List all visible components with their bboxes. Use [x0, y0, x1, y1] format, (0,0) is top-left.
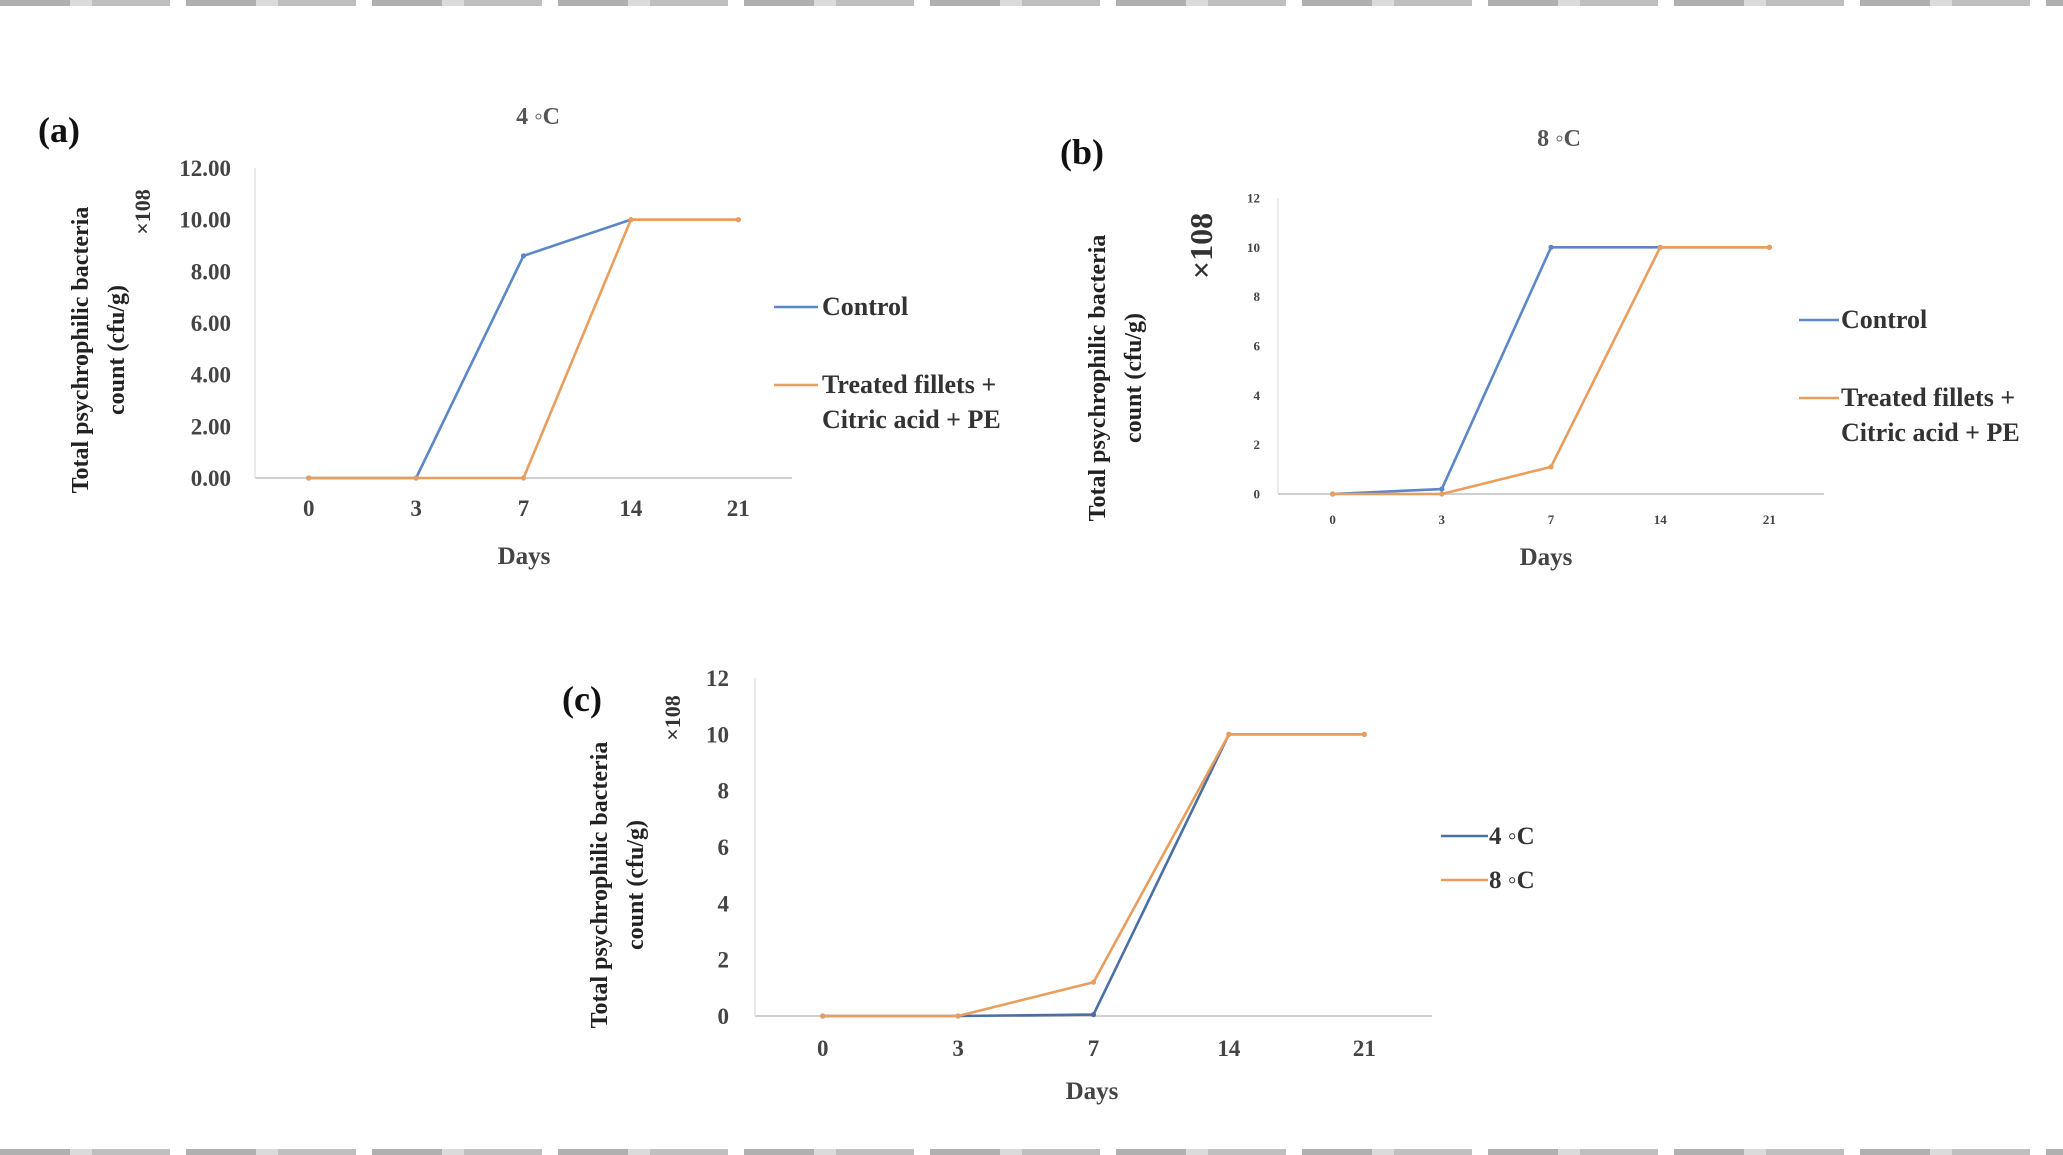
data-point [1439, 491, 1445, 497]
data-point [735, 217, 741, 223]
x-tick-label: 14 [619, 496, 643, 521]
y-tick-label: 10.00 [179, 208, 231, 233]
x-tick-label: 3 [952, 1036, 964, 1061]
data-point [413, 475, 419, 481]
data-point [820, 1013, 826, 1019]
x-tick-label: 14 [1654, 512, 1668, 527]
legend-label: Citric acid + PE [822, 405, 1001, 434]
data-point [1766, 244, 1772, 250]
chart-panel: (c) Total psychrophilic bacteria count (cf… [562, 666, 1535, 1105]
legend-label: 4 ◦C [1489, 823, 1535, 850]
y-tick-label: 6 [718, 835, 730, 860]
y-tick-label: 10 [706, 722, 729, 747]
x-tick-label: 3 [410, 496, 422, 521]
x-tick-label: 0 [817, 1036, 829, 1061]
x-tick-label: 3 [1439, 512, 1446, 527]
panel-label: (b) [1060, 132, 1104, 172]
x-tick-label: 0 [1329, 512, 1336, 527]
x-tick-label: 21 [1353, 1036, 1376, 1061]
y-axis-label: count (cfu/g) [1121, 313, 1147, 443]
y-tick-label: 4.00 [191, 363, 231, 388]
data-point [1226, 731, 1232, 737]
y-tick-label: 8.00 [191, 259, 231, 284]
panel-label: (c) [562, 679, 602, 719]
y-tick-label: 6 [1254, 339, 1261, 354]
y-tick-label: 2 [1254, 437, 1261, 452]
data-point [1657, 244, 1663, 250]
data-point [1548, 464, 1554, 470]
x-axis-label: Days [1520, 544, 1573, 571]
y-tick-label: 12 [1247, 191, 1260, 206]
y-tick-label: 4 [718, 891, 730, 916]
y-tick-label: 2.00 [191, 414, 231, 439]
y-axis-multiplier: ×108 [660, 695, 685, 741]
data-point [1548, 244, 1554, 250]
data-point [955, 1013, 961, 1019]
chart-panel: (a) 4 ◦C Total psychrophilic bacteria count… [38, 104, 1001, 570]
data-point [1330, 491, 1336, 497]
chart-panel: (b) 8 ◦C Total psychrophilic bacteria count… [1060, 126, 2020, 571]
y-tick-label: 0 [718, 1004, 730, 1029]
y-tick-label: 12 [706, 666, 729, 691]
cropped-caption-top [0, 0, 2063, 6]
y-axis-label: count (cfu/g) [623, 820, 649, 950]
y-tick-label: 2 [718, 948, 730, 973]
series-line-1 [822, 733, 1365, 1018]
data-point [520, 253, 527, 259]
y-axis-label: count (cfu/g) [104, 285, 130, 415]
data-point [306, 475, 312, 481]
cropped-caption-bottom [0, 1149, 2063, 1155]
x-tick-label: 7 [518, 496, 530, 521]
y-axis-label: Total psychrophilic bacteria [1085, 235, 1111, 522]
y-axis-label: Total psychrophilic bacteria [587, 742, 613, 1029]
legend-label: Treated fillets + [1841, 383, 2015, 412]
x-axis-label: Days [498, 543, 551, 570]
series-line-2 [822, 733, 1365, 1018]
x-axis-label: Days [1066, 1078, 1119, 1105]
data-point [1090, 979, 1097, 985]
y-tick-label: 0 [1254, 487, 1261, 502]
data-point [1090, 1011, 1097, 1018]
y-tick-label: 6.00 [191, 311, 231, 336]
y-axis-multiplier: ×108 [1183, 213, 1219, 279]
x-tick-label: 7 [1548, 512, 1555, 527]
y-tick-label: 8 [1254, 289, 1261, 304]
y-axis-label: Total psychrophilic bacteria [68, 207, 94, 494]
y-tick-label: 8 [718, 779, 730, 804]
x-tick-label: 21 [1763, 512, 1776, 527]
data-point [1439, 486, 1445, 492]
chart-title: 8 ◦C [1537, 126, 1581, 152]
x-tick-label: 0 [303, 496, 315, 521]
series-line-1 [1332, 246, 1770, 496]
panel-label: (a) [38, 110, 80, 150]
y-tick-label: 4 [1254, 388, 1261, 403]
y-tick-label: 0.00 [191, 466, 231, 491]
y-tick-label: 12.00 [179, 156, 231, 181]
legend-label: Citric acid + PE [1841, 418, 2020, 447]
series-line-2 [1332, 246, 1770, 496]
x-tick-label: 14 [1217, 1036, 1241, 1061]
chart-title: 4 ◦C [516, 104, 560, 130]
data-point [520, 475, 527, 481]
y-axis-multiplier: ×108 [130, 189, 155, 235]
x-tick-label: 21 [727, 496, 750, 521]
legend-label: Control [1841, 305, 1927, 334]
legend-label: 8 ◦C [1489, 867, 1535, 894]
legend-label: Treated fillets + [822, 370, 996, 399]
data-point [628, 217, 634, 223]
data-point [1361, 731, 1367, 737]
x-tick-label: 7 [1088, 1036, 1100, 1061]
legend-label: Control [822, 292, 908, 321]
y-tick-label: 10 [1247, 240, 1260, 255]
